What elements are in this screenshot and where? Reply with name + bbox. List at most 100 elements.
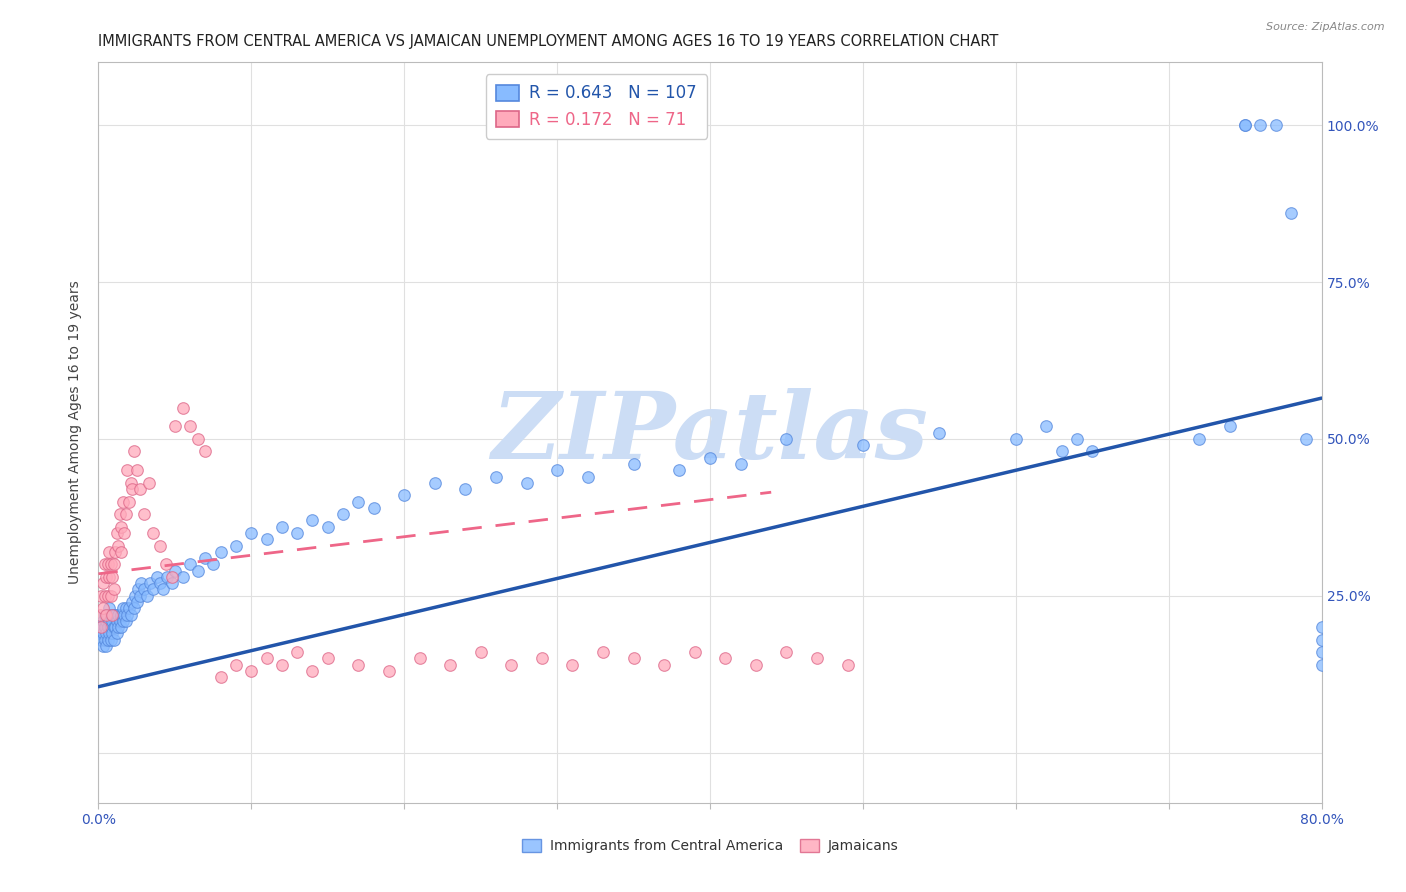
Point <box>93 589 115 603</box>
Point <box>112 526 135 541</box>
Point <box>172 401 194 415</box>
Point <box>156 570 179 584</box>
Point <box>94 626 117 640</box>
Point <box>172 570 194 584</box>
Point <box>240 526 263 541</box>
Point <box>1249 118 1271 132</box>
Point <box>100 607 122 622</box>
Point <box>103 582 125 597</box>
Point <box>179 419 201 434</box>
Point <box>94 614 117 628</box>
Point <box>256 651 278 665</box>
Point <box>121 482 143 496</box>
Point <box>683 645 706 659</box>
Point <box>111 601 134 615</box>
Point <box>108 507 131 521</box>
Point <box>93 558 115 572</box>
Point <box>576 469 599 483</box>
Point <box>225 539 247 553</box>
Point <box>104 620 127 634</box>
Point <box>652 657 675 672</box>
Point <box>91 576 114 591</box>
Point <box>408 651 430 665</box>
Point <box>118 494 141 508</box>
Point <box>107 620 129 634</box>
Point <box>163 419 186 434</box>
Point <box>1004 432 1026 446</box>
Point <box>98 545 121 559</box>
Point <box>187 564 209 578</box>
Point <box>110 545 132 559</box>
Point <box>256 533 278 547</box>
Point <box>89 626 111 640</box>
Point <box>775 645 797 659</box>
Point <box>301 664 323 678</box>
Point <box>115 507 138 521</box>
Point <box>108 614 131 628</box>
Point <box>1035 419 1057 434</box>
Point <box>90 632 112 647</box>
Point <box>1234 118 1257 132</box>
Point <box>105 614 128 628</box>
Point <box>110 520 132 534</box>
Point <box>120 607 142 622</box>
Point <box>112 607 135 622</box>
Point <box>115 614 138 628</box>
Point <box>125 595 148 609</box>
Point <box>928 425 950 440</box>
Point <box>1279 206 1302 220</box>
Point <box>470 645 492 659</box>
Point <box>128 589 150 603</box>
Point <box>145 570 167 584</box>
Point <box>97 607 120 622</box>
Point <box>120 475 142 490</box>
Point <box>93 620 115 634</box>
Point <box>104 607 127 622</box>
Point <box>90 620 112 634</box>
Point <box>163 564 186 578</box>
Point <box>93 607 115 622</box>
Point <box>363 500 385 515</box>
Point <box>89 607 111 622</box>
Point <box>103 632 125 647</box>
Point <box>97 620 120 634</box>
Point <box>94 607 117 622</box>
Point <box>806 651 828 665</box>
Point <box>160 576 183 591</box>
Point <box>124 589 146 603</box>
Point <box>301 513 323 527</box>
Point <box>1081 444 1104 458</box>
Point <box>209 670 232 684</box>
Point <box>122 601 145 615</box>
Point <box>1066 432 1088 446</box>
Point <box>90 620 112 634</box>
Point <box>516 475 538 490</box>
Point <box>125 463 148 477</box>
Point <box>194 551 217 566</box>
Point <box>149 576 172 591</box>
Point <box>122 444 145 458</box>
Point <box>149 539 172 553</box>
Point <box>270 657 292 672</box>
Point <box>105 526 128 541</box>
Point <box>101 570 124 584</box>
Point <box>134 582 156 597</box>
Point <box>121 595 143 609</box>
Point <box>100 620 122 634</box>
Point <box>128 482 150 496</box>
Point <box>1264 118 1286 132</box>
Point <box>98 601 121 615</box>
Point <box>94 639 117 653</box>
Point <box>775 432 797 446</box>
Point <box>101 626 124 640</box>
Legend: Immigrants from Central America, Jamaicans: Immigrants from Central America, Jamaica… <box>516 834 904 859</box>
Point <box>392 488 416 502</box>
Point <box>1219 419 1241 434</box>
Point <box>98 614 121 628</box>
Point <box>103 607 125 622</box>
Point <box>378 664 401 678</box>
Point <box>745 657 768 672</box>
Point <box>347 494 370 508</box>
Point <box>1310 645 1333 659</box>
Point <box>107 539 129 553</box>
